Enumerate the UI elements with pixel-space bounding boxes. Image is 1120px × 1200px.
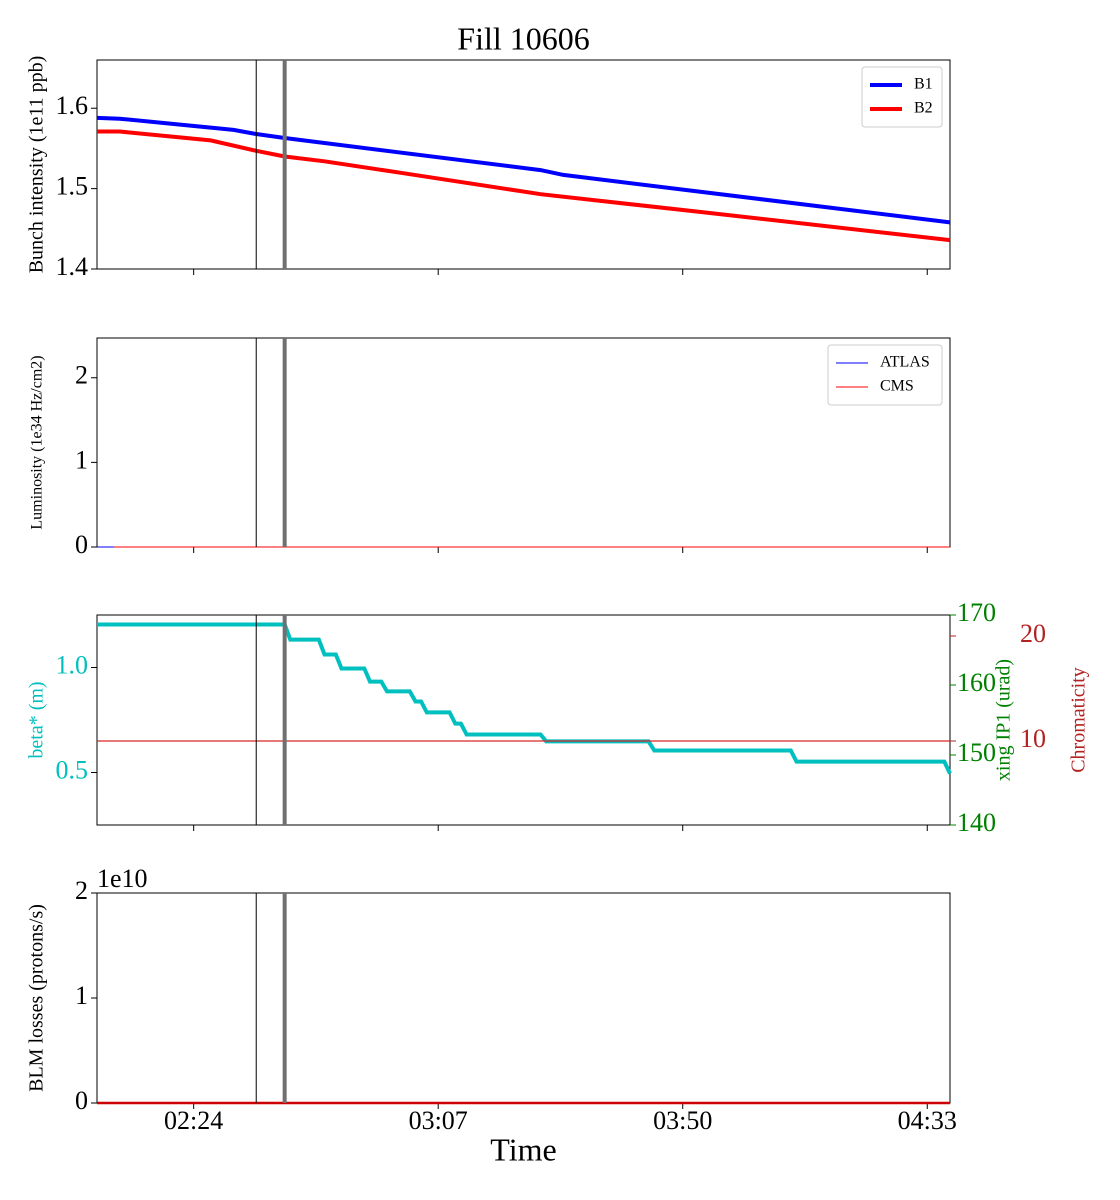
x-tick-label: 03:50 xyxy=(653,1106,712,1135)
legend-label: B2 xyxy=(914,100,933,117)
y-tick-label: 1.0 xyxy=(56,650,89,679)
y-tick-label: 2 xyxy=(75,361,88,390)
legend-label: B1 xyxy=(914,76,933,93)
axis-offset-label: 1e10 xyxy=(97,864,148,893)
y-axis-label: Bunch intensity (1e11 ppb) xyxy=(26,56,48,274)
plot-frame xyxy=(96,614,951,826)
legend-label: CMS xyxy=(880,378,914,395)
y3-axis-label: Chromaticity xyxy=(1068,667,1090,773)
y3-tick-label: 20 xyxy=(1020,619,1046,648)
y-axis-label: beta* (m) xyxy=(26,681,48,758)
y-tick-label: 1.5 xyxy=(56,172,89,201)
x-tick-label: 04:33 xyxy=(898,1106,957,1135)
plot-frame xyxy=(96,59,951,270)
y2-tick-label: 150 xyxy=(957,738,996,767)
y-tick-label: 1.4 xyxy=(56,252,89,281)
y-axis-label: Luminosity (1e34 Hz/cm2) xyxy=(29,355,46,529)
y-tick-label: 0 xyxy=(75,530,88,559)
x-axis-label: Time xyxy=(490,1131,556,1167)
chart-title: Fill 10606 xyxy=(457,20,589,56)
y-tick-label: 1.6 xyxy=(56,91,89,120)
y-axis-label: BLM losses (protons/s) xyxy=(26,904,48,1092)
legend-box xyxy=(827,344,943,406)
y2-tick-label: 140 xyxy=(957,808,996,837)
y2-tick-label: 160 xyxy=(957,668,996,697)
y3-tick-label: 10 xyxy=(1020,724,1046,753)
series-line xyxy=(96,115,951,225)
legend-box xyxy=(861,66,943,128)
y2-tick-label: 170 xyxy=(957,598,996,627)
series-line xyxy=(97,129,951,243)
y-tick-label: 0.5 xyxy=(56,755,89,784)
y-tick-label: 2 xyxy=(75,876,88,905)
plot-frame xyxy=(96,337,951,548)
y-tick-label: 1 xyxy=(75,445,88,474)
x-tick-label: 03:07 xyxy=(409,1106,468,1135)
y-tick-label: 0 xyxy=(75,1086,88,1115)
y2-axis-label: xing IP1 (urad) xyxy=(993,659,1015,781)
x-tick-label: 02:24 xyxy=(164,1106,223,1135)
series-line xyxy=(97,622,952,775)
legend-label: ATLAS xyxy=(880,354,930,371)
plot-frame xyxy=(96,892,951,1104)
y-tick-label: 1 xyxy=(75,981,88,1010)
